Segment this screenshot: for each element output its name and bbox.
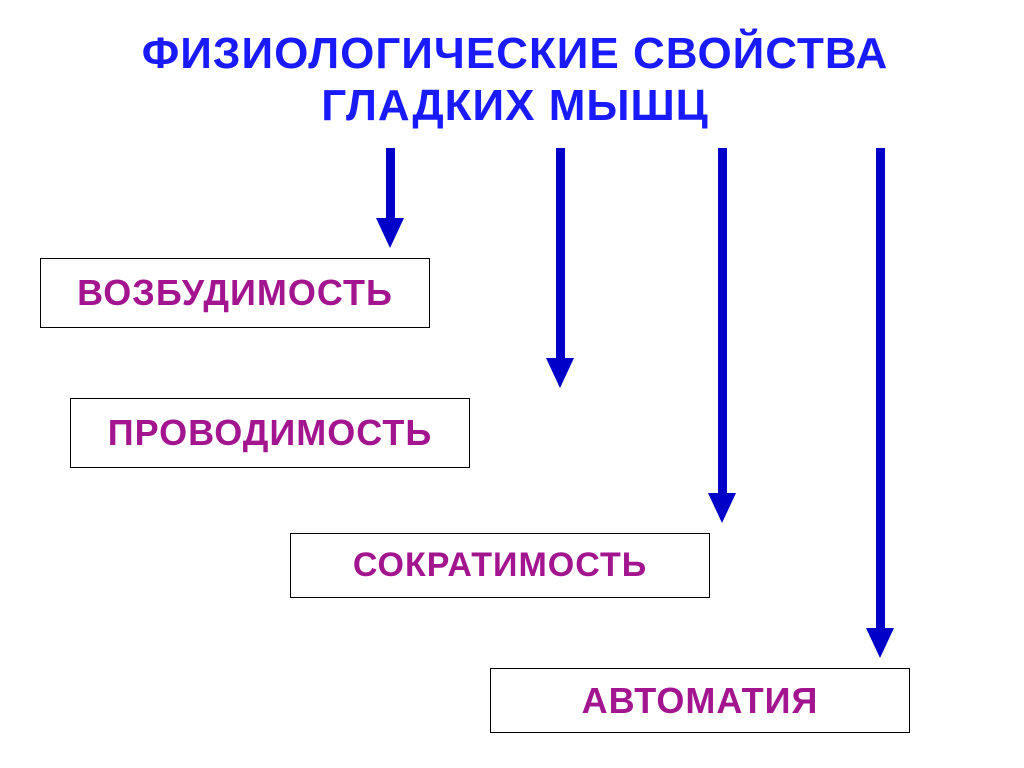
property-box-automatism: АВТОМАТИЯ	[490, 668, 910, 733]
property-label: ПРОВОДИМОСТЬ	[108, 412, 433, 454]
title-line-2: ГЛАДКИХ МЫШЦ	[321, 81, 709, 130]
property-label: СОКРАТИМОСТЬ	[353, 546, 647, 585]
arrow-head-icon	[708, 493, 736, 523]
property-box-conductivity: ПРОВОДИМОСТЬ	[70, 398, 470, 468]
arrow-shaft	[718, 148, 727, 493]
property-box-contractility: СОКРАТИМОСТЬ	[290, 533, 710, 598]
arrow-head-icon	[866, 628, 894, 658]
arrow-head-icon	[376, 218, 404, 248]
title-line-1: ФИЗИОЛОГИЧЕСКИЕ СВОЙСТВА	[142, 29, 888, 78]
arrow-shaft	[876, 148, 885, 628]
property-box-excitability: ВОЗБУДИМОСТЬ	[40, 258, 430, 328]
diagram-title: ФИЗИОЛОГИЧЕСКИЕ СВОЙСТВА ГЛАДКИХ МЫШЦ	[80, 28, 950, 132]
arrow-shaft	[556, 148, 565, 358]
property-label: АВТОМАТИЯ	[582, 680, 819, 722]
diagram-canvas: ФИЗИОЛОГИЧЕСКИЕ СВОЙСТВА ГЛАДКИХ МЫШЦ ВО…	[0, 0, 1024, 768]
arrow-head-icon	[546, 358, 574, 388]
arrow-shaft	[386, 148, 395, 218]
property-label: ВОЗБУДИМОСТЬ	[77, 272, 393, 314]
